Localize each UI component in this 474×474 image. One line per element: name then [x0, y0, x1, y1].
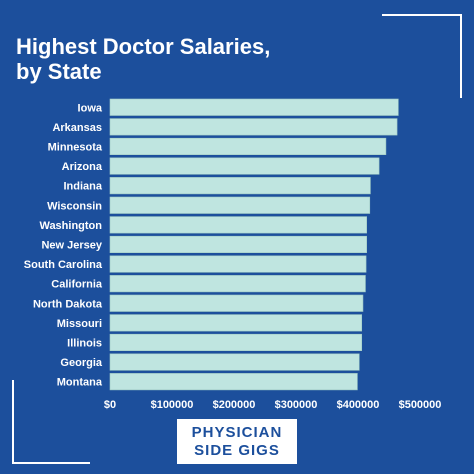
category-label: Wisconsin — [47, 200, 102, 212]
category-label: New Jersey — [41, 239, 102, 251]
category-label: Illinois — [67, 337, 102, 349]
bar-wisconsin — [109, 196, 371, 214]
bar-arkansas — [109, 118, 398, 136]
x-tick-label: $400000 — [337, 399, 380, 411]
bar-missouri — [109, 314, 363, 332]
x-tick-label: $0 — [104, 399, 116, 411]
brand-logo: PHYSICIAN SIDE GIGS — [177, 419, 297, 464]
bar-georgia — [109, 353, 360, 371]
category-label: Georgia — [60, 357, 102, 369]
category-label: Minnesota — [48, 141, 103, 153]
frame-corner-top-right — [382, 14, 462, 16]
bar-indiana — [109, 177, 371, 195]
category-label: North Dakota — [33, 298, 103, 310]
bar-minnesota — [109, 137, 387, 155]
category-label: Iowa — [78, 102, 103, 114]
frame-corner-bottom-left-vertical — [12, 380, 14, 464]
chart-title: Highest Doctor Salaries, by State — [16, 34, 376, 84]
bar-iowa — [109, 98, 399, 116]
frame-corner-top-right-vertical — [460, 14, 462, 98]
bar-arizona — [109, 157, 380, 175]
x-tick-label: $200000 — [213, 399, 256, 411]
category-label: Indiana — [63, 181, 102, 193]
chart-title-line-1: Highest Doctor Salaries, — [16, 34, 271, 59]
bar-north-dakota — [109, 294, 364, 312]
x-tick-label: $300000 — [275, 399, 318, 411]
category-label: California — [51, 279, 103, 291]
frame-corner-bottom-left — [12, 462, 90, 464]
category-label: Missouri — [57, 318, 102, 330]
brand-line-1: PHYSICIAN — [191, 423, 283, 441]
bar-washington — [109, 216, 367, 234]
bar-california — [109, 275, 366, 293]
chart-title-line-2: by State — [16, 59, 102, 84]
bar-new-jersey — [109, 235, 367, 253]
bar-south-carolina — [109, 255, 367, 273]
bar-illinois — [109, 333, 363, 352]
bar-montana — [109, 373, 358, 391]
category-label: Arizona — [62, 161, 103, 173]
category-label: Arkansas — [52, 122, 102, 134]
category-label: South Carolina — [24, 259, 103, 271]
x-tick-label: $500000 — [399, 399, 442, 411]
brand-line-2: SIDE GIGS — [194, 441, 280, 459]
x-tick-label: $100000 — [151, 399, 194, 411]
category-label: Washington — [39, 220, 102, 232]
category-label: Montana — [57, 377, 103, 389]
